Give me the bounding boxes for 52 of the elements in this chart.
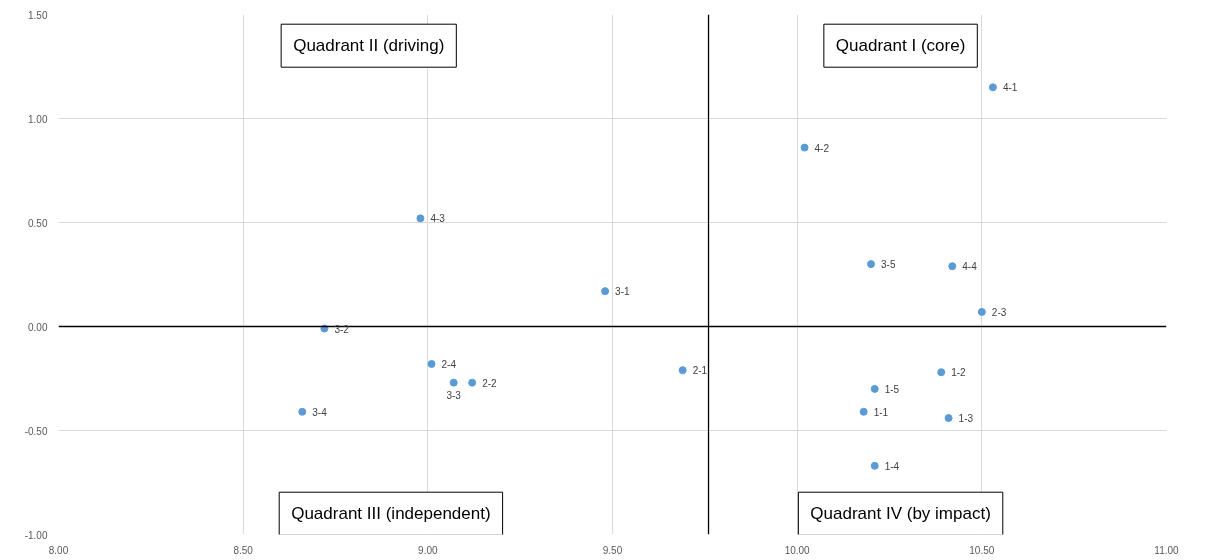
annotation: 1-5 <box>884 383 900 395</box>
annotation: 3-5 <box>881 259 896 271</box>
point <box>859 407 868 416</box>
annotation: 3-2 <box>334 323 350 335</box>
point <box>988 83 997 92</box>
point <box>800 143 809 152</box>
point <box>298 407 307 416</box>
annotation: 4-1 <box>1002 82 1018 94</box>
point <box>449 378 458 387</box>
annotation: 2-4 <box>441 358 457 370</box>
point <box>468 378 477 387</box>
annotation: Quadrant III (independent) <box>291 504 491 524</box>
annotation: 3-4 <box>312 406 328 418</box>
annotation: 2-3 <box>991 306 1007 318</box>
y-tick-label: 0.50 <box>28 217 48 229</box>
y-tick-label: 1.50 <box>28 9 48 21</box>
point <box>870 461 879 470</box>
point <box>867 260 876 269</box>
annotation: 1-3 <box>958 413 974 425</box>
x-tick-label: 8.50 <box>233 544 254 556</box>
annotation: 4-2 <box>814 142 830 154</box>
annotation: Quadrant IV (by impact) <box>810 504 991 524</box>
x-tick-label: 8.00 <box>48 544 69 556</box>
point <box>937 368 946 377</box>
x-tick-label: 9.50 <box>602 544 623 556</box>
x-tick-label: 10.00 <box>784 544 811 556</box>
y-tick-label: -1.00 <box>24 529 48 541</box>
y-tick-label: 0.00 <box>28 321 48 333</box>
x-tick-label: 10.50 <box>969 544 995 556</box>
x-tick-label: 11.00 <box>1154 544 1180 556</box>
point <box>427 359 436 368</box>
point <box>601 287 610 296</box>
point <box>948 262 957 271</box>
point <box>944 414 953 423</box>
annotation: Quadrant II (driving) <box>293 36 445 56</box>
annotation: 4-3 <box>430 213 446 225</box>
annotation: 3-1 <box>615 286 630 298</box>
point <box>678 366 687 375</box>
annotation: 3-3 <box>446 389 462 401</box>
annotation: 4-4 <box>962 261 978 273</box>
y-tick-label: -0.50 <box>24 425 48 437</box>
point <box>977 307 986 316</box>
annotation: 1-2 <box>951 367 967 379</box>
annotation: Quadrant I (core) <box>835 36 966 56</box>
annotation: 1-4 <box>884 460 900 472</box>
point <box>416 214 425 223</box>
annotation: 1-1 <box>873 406 889 418</box>
y-tick-label: 1.00 <box>28 113 48 125</box>
annotation: 2-1 <box>692 365 708 377</box>
point <box>870 384 879 393</box>
annotation: 2-2 <box>482 377 498 389</box>
x-tick-label: 9.00 <box>418 544 438 556</box>
